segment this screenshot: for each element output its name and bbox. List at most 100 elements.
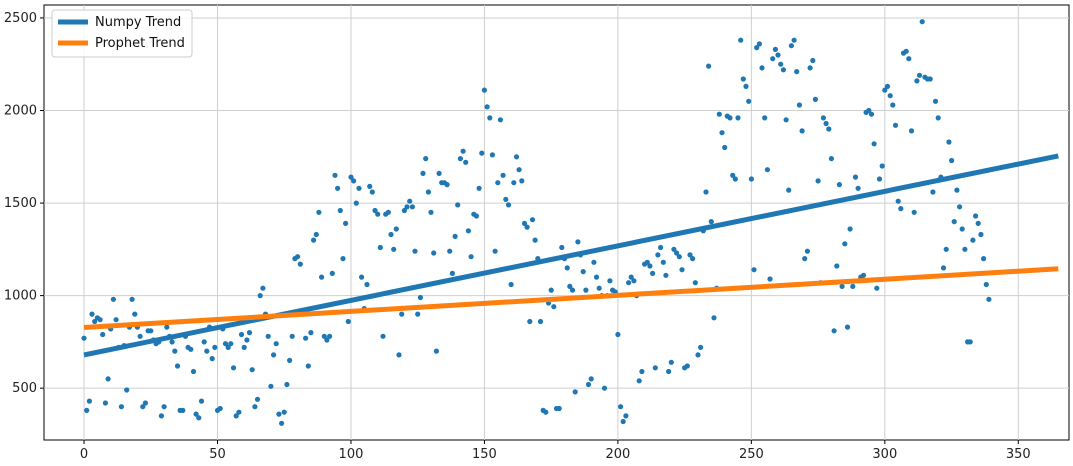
scatter-point	[372, 207, 378, 214]
scatter-point	[756, 41, 763, 47]
scatter-point	[164, 324, 170, 330]
scatter-point	[628, 274, 634, 280]
scatter-point	[783, 117, 789, 123]
scatter-point	[225, 344, 231, 350]
x-tick-label: 250	[739, 447, 764, 462]
scatter-point	[711, 315, 717, 321]
scatter-point	[836, 182, 843, 188]
scatter-point	[521, 220, 528, 226]
scatter-point	[903, 48, 909, 54]
scatter-point	[732, 176, 738, 182]
scatter-point	[580, 269, 586, 275]
scatter-point	[249, 367, 255, 373]
scatter-point	[375, 211, 381, 217]
scatter-point	[986, 296, 992, 302]
scatter-point	[730, 172, 736, 178]
scatter-point	[639, 368, 645, 375]
scatter-point	[940, 265, 947, 271]
scatter-point	[919, 19, 925, 25]
scatter-point	[740, 76, 746, 82]
scatter-point	[727, 115, 733, 121]
scatter-point	[548, 287, 554, 293]
scatter-point	[754, 45, 760, 51]
scatter-point	[527, 318, 533, 325]
scatter-point	[465, 228, 471, 234]
scatter-point	[137, 333, 143, 339]
scatter-point	[556, 405, 562, 412]
scatter-point	[601, 385, 608, 391]
scatter-point	[238, 331, 245, 338]
scatter-point	[148, 328, 154, 334]
scatter-point	[385, 209, 391, 215]
scatter-point	[209, 356, 215, 362]
scatter-point	[949, 157, 955, 164]
scatter-point	[289, 333, 295, 339]
scatter-point	[132, 311, 138, 317]
scatter-point	[473, 213, 479, 219]
scatter-point	[658, 244, 664, 251]
scatter-point	[404, 204, 410, 210]
scatter-point	[847, 226, 853, 232]
scatter-point	[460, 148, 466, 154]
scatter-point	[666, 368, 672, 375]
scatter-point	[84, 407, 90, 413]
scatter-point	[457, 156, 463, 162]
scatter-point	[311, 237, 317, 243]
scatter-point	[423, 156, 429, 162]
scatter-point	[271, 352, 277, 358]
scatter-point	[831, 328, 837, 334]
scatter-point	[281, 409, 287, 415]
scatter-point	[868, 111, 875, 117]
y-tick-label: 1500	[4, 196, 37, 211]
scatter-point	[532, 237, 538, 243]
scatter-point	[655, 252, 661, 258]
scatter-point	[417, 294, 423, 301]
scatter-point	[751, 267, 757, 273]
scatter-point	[585, 381, 592, 388]
scatter-point	[770, 56, 776, 62]
axis-ticks: 0 50 100 150 200 250 300 350 500 1000 1500 2000 2500	[4, 11, 1031, 462]
scatter-point	[529, 217, 536, 223]
scatter-point	[636, 378, 642, 384]
scatter-point	[564, 265, 570, 271]
scatter-point	[690, 256, 696, 262]
scatter-point	[759, 65, 765, 71]
scatter-point	[967, 339, 973, 345]
scatter-point	[319, 274, 325, 280]
scatter-point	[118, 404, 124, 410]
scatter-point	[810, 57, 816, 64]
scatter-point	[236, 409, 242, 415]
scatter-point	[746, 98, 752, 104]
scatter-point	[169, 339, 175, 345]
scatter-point	[676, 254, 682, 260]
scatter-point	[287, 357, 293, 363]
scatter-point	[436, 170, 442, 176]
scatter-point	[786, 187, 792, 193]
scatter-point	[871, 141, 877, 147]
x-tick-label: 350	[1006, 447, 1031, 462]
scatter-point	[839, 283, 845, 289]
scatter-point	[706, 63, 712, 69]
scatter-point	[908, 128, 915, 134]
scatter-point	[316, 209, 322, 215]
scatter-point	[671, 246, 677, 252]
prophet-trend-line	[83, 266, 1059, 330]
scatter-point	[660, 259, 666, 265]
scatter-point	[340, 256, 346, 262]
scatter-point	[396, 352, 402, 358]
scatter-point	[567, 283, 573, 289]
scatter-point	[513, 154, 520, 160]
scatter-point	[927, 76, 933, 82]
scatter-point	[850, 283, 856, 289]
scatter-point	[295, 254, 301, 260]
scatter-point	[252, 404, 258, 410]
scatter-point	[975, 220, 981, 226]
scatter-point	[497, 117, 503, 123]
scatter-point	[380, 333, 386, 339]
scatter-point	[305, 363, 311, 369]
trend-lines	[83, 153, 1059, 358]
scatter-point	[212, 344, 218, 350]
scatter-point	[190, 368, 197, 375]
scatter-point	[588, 376, 594, 382]
